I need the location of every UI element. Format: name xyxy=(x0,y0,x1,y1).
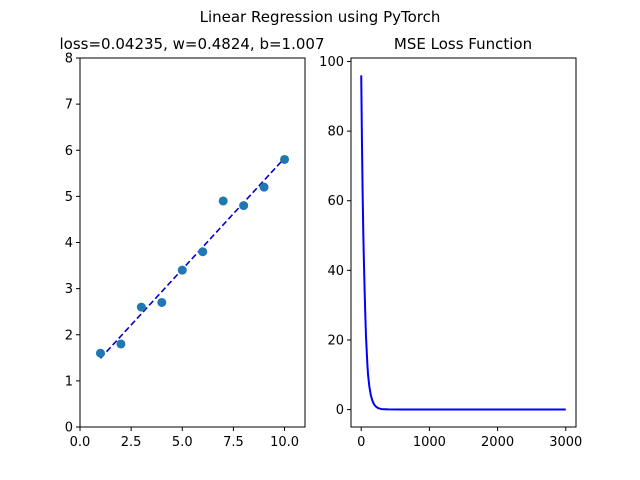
data-point xyxy=(280,154,290,164)
data-point xyxy=(218,196,228,206)
data-points-group xyxy=(95,154,290,358)
regression-plot-title: loss=0.04235, w=0.4824, b=1.007 xyxy=(60,35,325,53)
data-point xyxy=(157,297,167,307)
data-point xyxy=(116,339,126,349)
loss-x-axis: 0 1000 2000 3000 xyxy=(357,427,582,450)
loss-x-tick-label: 3000 xyxy=(549,435,582,450)
loss-plot-frame xyxy=(350,57,577,428)
regression-x-axis: 0.0 2.5 5.0 7.5 10.0 xyxy=(70,427,299,450)
loss-y-tick-label: 60 xyxy=(327,194,344,209)
regression-x-tick-label: 0.0 xyxy=(70,435,91,450)
mse-loss-plot: MSE Loss Function 0 1000 2000 3000 0 20 40 60 8… xyxy=(319,35,582,450)
regression-x-tick-label: 2.5 xyxy=(121,435,142,450)
regression-y-tick-label: 5 xyxy=(65,190,73,205)
regression-y-tick-label: 2 xyxy=(65,328,73,343)
regression-y-tick-label: 1 xyxy=(65,374,73,389)
figure-suptitle: Linear Regression using PyTorch xyxy=(200,8,441,26)
regression-plot-frame xyxy=(79,57,306,428)
regression-x-tick-label: 5.0 xyxy=(172,435,193,450)
loss-curve-line xyxy=(360,75,566,411)
regression-fit-line xyxy=(99,157,286,359)
data-point xyxy=(95,348,105,358)
regression-y-tick-label: 8 xyxy=(65,52,73,67)
loss-plot-title: MSE Loss Function xyxy=(394,35,532,53)
regression-x-tick-label: 10.0 xyxy=(270,435,299,450)
regression-y-tick-label: 4 xyxy=(65,236,73,251)
regression-y-tick-label: 6 xyxy=(65,144,73,159)
loss-series-group xyxy=(360,75,566,411)
loss-y-tick-label: 20 xyxy=(327,333,344,348)
loss-x-tick-label: 2000 xyxy=(481,435,514,450)
loss-y-tick-label: 0 xyxy=(336,403,344,418)
regression-y-tick-label: 3 xyxy=(65,282,73,297)
data-point xyxy=(136,302,146,312)
loss-y-axis: 0 20 40 60 80 100 xyxy=(319,55,351,418)
loss-y-tick-label: 40 xyxy=(327,264,344,279)
loss-y-tick-label: 100 xyxy=(319,55,344,70)
loss-x-tick-label: 1000 xyxy=(413,435,446,450)
loss-x-tick-label: 0 xyxy=(357,435,365,450)
regression-y-tick-label: 0 xyxy=(65,421,73,436)
regression-y-tick-label: 7 xyxy=(65,98,73,113)
data-point xyxy=(239,201,249,211)
loss-y-tick-label: 80 xyxy=(327,125,344,140)
data-point xyxy=(198,247,208,257)
regression-x-tick-label: 7.5 xyxy=(223,435,244,450)
regression-scatter-plot: loss=0.04235, w=0.4824, b=1.007 0.0 2.5 5.… xyxy=(60,35,325,450)
regression-fit-line-group xyxy=(99,157,286,359)
data-point xyxy=(259,182,269,192)
data-point xyxy=(177,265,187,275)
regression-y-axis: 0 1 2 3 4 5 6 7 8 xyxy=(65,52,80,436)
